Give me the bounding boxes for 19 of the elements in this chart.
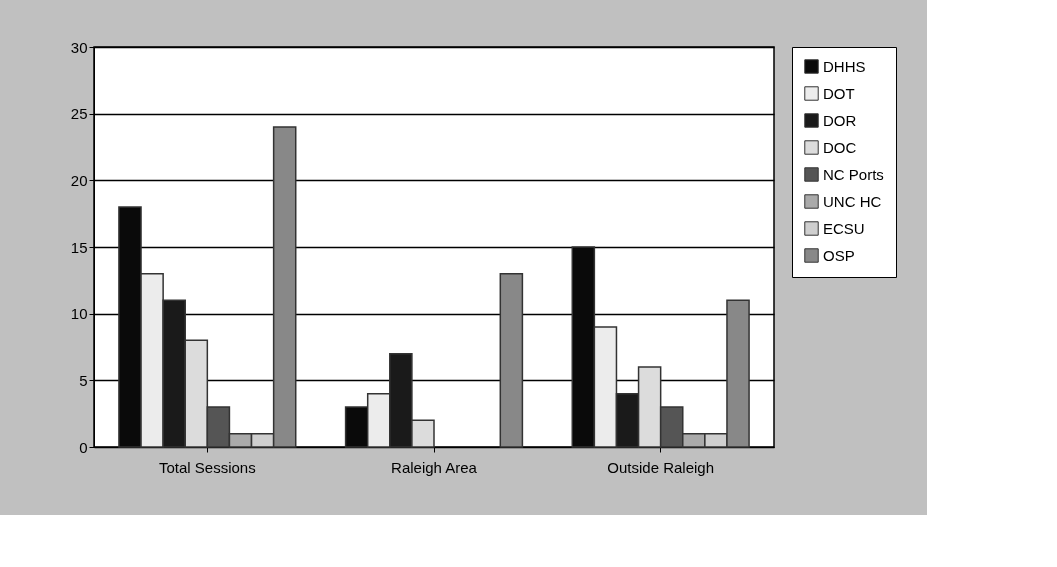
y-tick-label: 15	[70, 238, 88, 256]
y-tick-label: 0	[79, 438, 88, 456]
x-tick-label: Outside Raleigh	[607, 458, 715, 476]
legend-label: DHHS	[823, 57, 866, 75]
y-tick-label: 10	[70, 305, 88, 323]
legend-label: OSP	[823, 246, 855, 264]
legend-label: DOC	[823, 138, 857, 156]
y-tick-label: 25	[70, 105, 88, 123]
x-tick-label: Total Sessions	[158, 458, 256, 476]
y-tick-label: 20	[70, 171, 88, 189]
legend-label: UNC HC	[823, 192, 882, 210]
bar	[499, 272, 524, 448]
legend-label: DOT	[823, 84, 855, 102]
x-tick-label: Raleigh Area	[391, 458, 478, 476]
y-tick-label: 5	[79, 371, 88, 389]
legend-label: NC Ports	[823, 165, 884, 183]
y-tick-label: 30	[70, 38, 88, 56]
legend-label: ECSU	[823, 219, 865, 237]
legend-label: DOR	[823, 111, 857, 129]
